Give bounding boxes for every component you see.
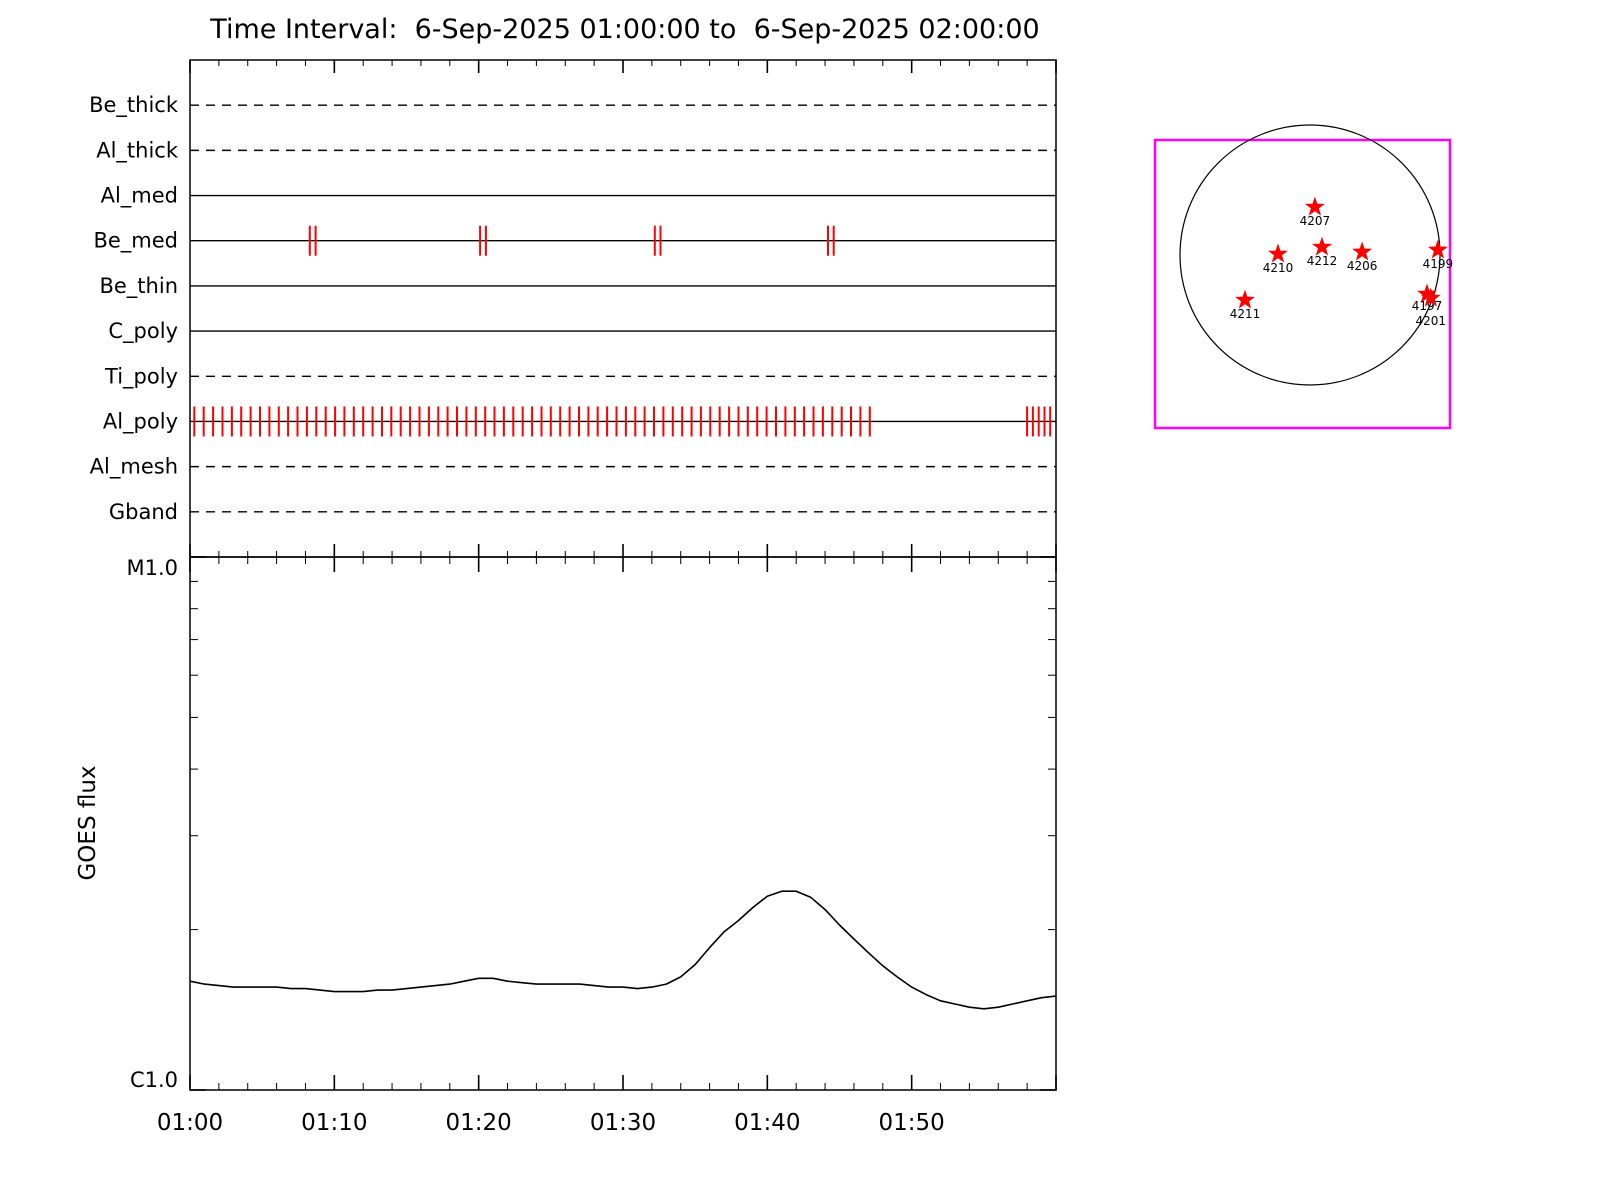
active-region-label: 4199 [1423, 257, 1454, 271]
goes-x-tick-label: 01:00 [157, 1110, 223, 1136]
active-region-star [1304, 196, 1325, 216]
filter-row-label: Ti_poly [104, 364, 178, 389]
y-bottom-label: C1.0 [130, 1068, 178, 1092]
filter-row-label: Al_mesh [90, 455, 178, 480]
filter-row-label: Be_thin [99, 274, 178, 299]
active-region-label: 4201 [1416, 314, 1447, 328]
active-region-star [1420, 287, 1441, 307]
active-region-label: 4206 [1347, 259, 1378, 273]
goes-ylabel: GOES flux [75, 765, 101, 880]
filter-row-label: Gband [109, 500, 178, 524]
goes-panel-border [189, 556, 1057, 1091]
goes-flux-curve [189, 890, 1057, 1010]
drawn-chart-layers: Be_thick Al_thick Al_med Be_med Be_thin C_pol… [89, 59, 1454, 1136]
active-region-star [1427, 239, 1448, 259]
filter-row-label: Al_poly [103, 409, 178, 434]
goes-x-tick-label: 01:30 [590, 1110, 656, 1136]
active-region-star [1417, 283, 1437, 303]
filter-row-label: C_poly [108, 319, 178, 344]
active-region-star [1312, 236, 1332, 256]
filter-row-label: Al_med [101, 184, 178, 209]
active-region-label: 4207 [1300, 214, 1331, 228]
active-region-star [1352, 241, 1373, 261]
goes-x-tick-label: 01:50 [879, 1110, 945, 1136]
active-region-star [1268, 243, 1288, 263]
y-top-label: M1.0 [126, 556, 178, 580]
filter-row-label: Be_med [93, 229, 178, 254]
goes-x-tick-label: 01:20 [446, 1110, 512, 1136]
goes-x-tick-label: 01:10 [301, 1110, 367, 1136]
filter-row-label: Be_thick [89, 93, 179, 118]
timeline-panel-border [189, 59, 1057, 558]
filter-row-label: Al_thick [96, 138, 179, 163]
active-region-label: 4212 [1307, 254, 1338, 268]
active-region-label: 4210 [1263, 261, 1294, 275]
active-region-label: 4211 [1230, 307, 1261, 321]
solar-map-border [1153, 138, 1452, 430]
plot-title: Time Interval: 6-Sep-2025 01:00:00 to 6-… [210, 14, 1040, 45]
goes-x-tick-label: 01:40 [734, 1110, 800, 1136]
active-region-star [1235, 289, 1255, 309]
